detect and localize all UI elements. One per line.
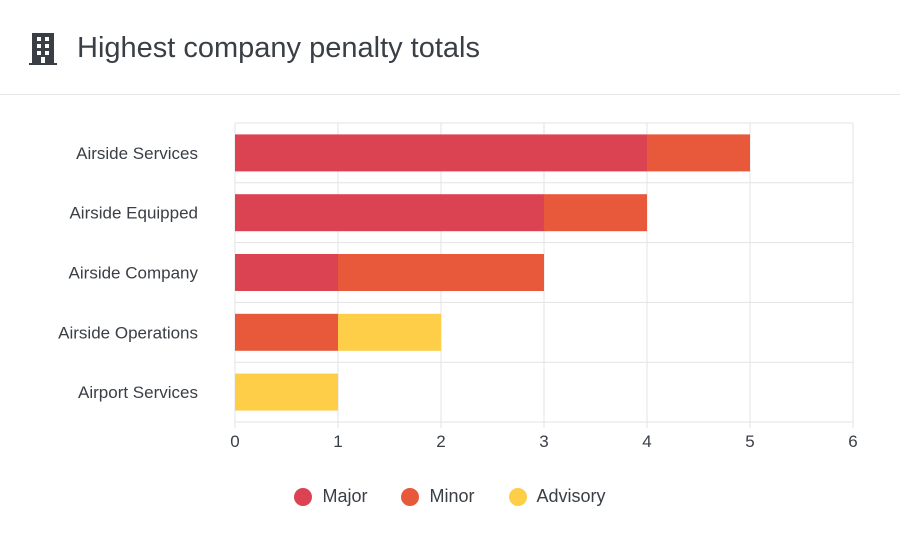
y-category-label: Airport Services [78, 383, 198, 402]
bar-advisory [235, 373, 338, 411]
bar-minor [235, 313, 338, 351]
x-tick-label: 0 [230, 432, 239, 451]
page-title: Highest company penalty totals [77, 32, 480, 64]
x-tick-label: 6 [848, 432, 857, 451]
x-tick-label: 1 [333, 432, 342, 451]
x-tick-label: 3 [539, 432, 548, 451]
x-tick-label: 4 [642, 432, 651, 451]
x-tick-label: 2 [436, 432, 445, 451]
header: Highest company penalty totals [0, 0, 900, 95]
y-category-label: Airside Equipped [69, 204, 198, 223]
x-tick-label: 5 [745, 432, 754, 451]
legend-dot-icon [508, 487, 527, 506]
legend-label: Minor [429, 486, 475, 506]
legend-label: Major [322, 486, 368, 506]
legend-label: Advisory [536, 486, 606, 506]
bar-minor [338, 254, 544, 291]
bar-major [235, 194, 544, 232]
y-category-label: Airside Operations [58, 323, 198, 342]
legend-item-advisory[interactable]: Advisory [508, 486, 606, 507]
bar-minor [647, 134, 750, 172]
bar-advisory [338, 313, 441, 351]
legend-dot-icon [401, 487, 420, 506]
y-category-label: Airside Company [69, 264, 199, 283]
bar-minor [544, 194, 647, 232]
legend-item-major[interactable]: Major [294, 486, 367, 507]
bar-major [235, 254, 338, 291]
legend-dot-icon [294, 487, 313, 506]
legend: Major Minor Advisory [0, 486, 900, 507]
y-category-label: Airside Services [76, 144, 198, 163]
building-icon [29, 33, 57, 65]
legend-item-minor[interactable]: Minor [401, 486, 475, 507]
bar-major [235, 134, 647, 172]
